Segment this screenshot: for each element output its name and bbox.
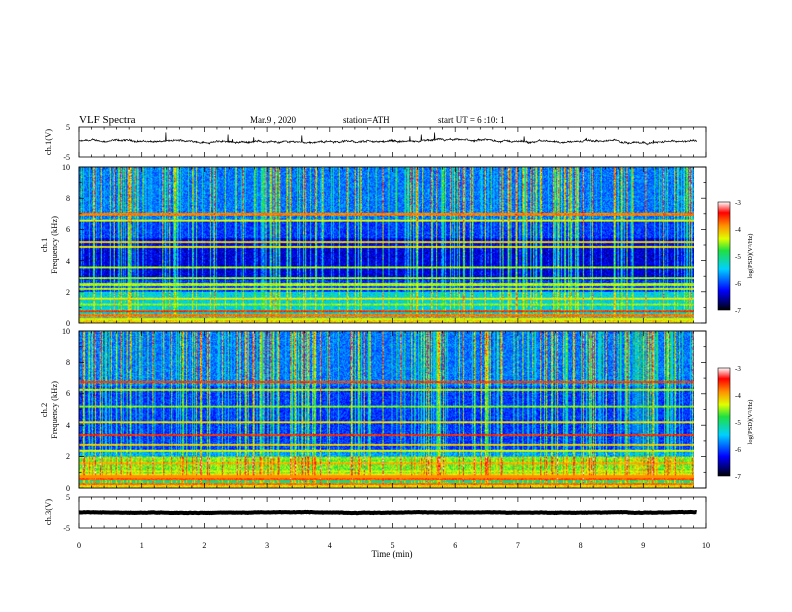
ch1-voltage-ticks xyxy=(78,127,707,157)
ch1-spectrogram-image xyxy=(79,167,694,323)
ch1-voltage-panel: 5 -5 ch.1(V) xyxy=(43,123,707,162)
ch2-ytick-4: 4 xyxy=(66,421,70,430)
ch2-colorbar-tick-m4: -4 xyxy=(735,392,741,400)
ch1-colorbar-tick-m5: -5 xyxy=(735,253,741,261)
time-tick-label: 4 xyxy=(328,541,332,550)
ch2-spectrogram-image xyxy=(79,331,694,488)
ch2-colorbar-bar xyxy=(717,367,731,477)
ch2-colorbar-tick-m6: -6 xyxy=(735,446,741,454)
ch1-voltage-ylabel: ch.1(V) xyxy=(43,129,53,155)
time-tick-label: 9 xyxy=(641,541,645,550)
ch2-spectrogram-panel: 0 2 4 6 8 10 ch.2 Frequency (kHz) xyxy=(39,327,707,493)
ch2-spectrogram-ylabel-channel: ch.2 xyxy=(39,403,49,417)
time-tick-label: 2 xyxy=(202,541,206,550)
ch1-blank-strip xyxy=(79,322,706,329)
ch1-colorbar-tick-m7: -7 xyxy=(735,307,741,315)
station-label: station=ATH xyxy=(343,115,390,125)
ch2-colorbar: -3 -4 -5 -6 -7 log(PSD)(V²/Hz) xyxy=(717,365,754,481)
ch3-voltage-panel: 5 -5 ch.3(V) xyxy=(43,493,707,533)
time-tick-label: 0 xyxy=(77,541,81,550)
ch3-voltage-ylabel: ch.3(V) xyxy=(43,499,53,525)
ch1-ytick-4: 4 xyxy=(66,257,70,266)
ch3-voltage-trace xyxy=(78,509,697,516)
ch1-spectrogram-panel: 0 2 4 6 8 10 ch.1 Frequency (kHz) xyxy=(39,163,707,329)
ch1-colorbar-label: log(PSD)(V²/Hz) xyxy=(747,234,754,279)
ch3-ytick-bottom: -5 xyxy=(63,524,70,533)
ch2-spectrogram-ylabel-frequency: Frequency (kHz) xyxy=(49,381,59,439)
ch3-ytick-top: 5 xyxy=(66,493,70,502)
ch2-colorbar-label: log(PSD)(V²/Hz) xyxy=(747,400,754,445)
ch2-colorbar-tick-m3: -3 xyxy=(735,365,741,373)
ch1-spectrogram-ylabel-frequency: Frequency (kHz) xyxy=(49,216,59,274)
ch1-colorbar-tick-m4: -4 xyxy=(735,226,741,234)
figure-title: VLF Spectra xyxy=(79,114,136,126)
time-tick-label: 6 xyxy=(453,541,457,550)
start-time-label: start UT = 6 :10: 1 xyxy=(438,115,505,125)
ch1-ytick-0: 0 xyxy=(66,319,70,328)
ch2-ytick-10: 10 xyxy=(62,327,70,336)
ch1-colorbar-tick-m3: -3 xyxy=(735,199,741,207)
ch2-colorbar-tick-m5: -5 xyxy=(735,419,741,427)
ch2-ytick-6: 6 xyxy=(66,389,70,398)
ch1-colorbar-tick-m6: -6 xyxy=(735,280,741,288)
time-tick-label: 10 xyxy=(702,541,710,550)
date-label: Mar.9 , 2020 xyxy=(250,115,296,125)
time-axis-tick-labels: 0 1 2 3 4 5 6 7 8 9 10 xyxy=(77,541,710,550)
time-tick-label: 1 xyxy=(140,541,144,550)
ch2-ytick-2: 2 xyxy=(66,452,70,461)
ch1-ytick-6: 6 xyxy=(66,225,70,234)
ch2-colorbar-tick-m7: -7 xyxy=(735,473,741,481)
ch2-ytick-8: 8 xyxy=(66,358,70,367)
ch1-colorbar: -3 -4 -5 -6 -7 log(PSD)(V²/Hz) xyxy=(717,199,754,315)
ch1-ytick-2: 2 xyxy=(66,288,70,297)
ch1-voltage-trace xyxy=(78,132,697,146)
ch2-frequency-ticks xyxy=(78,330,707,489)
time-tick-label: 3 xyxy=(265,541,269,550)
ch1-ytick-top: 5 xyxy=(66,123,70,132)
ch1-ytick-bottom: -5 xyxy=(63,153,70,162)
ch1-spectrogram-ylabel-channel: ch.1 xyxy=(39,238,49,252)
ch1-colorbar-bar xyxy=(717,201,731,311)
time-axis-label: Time (min) xyxy=(372,549,413,559)
time-tick-label: 7 xyxy=(516,541,520,550)
ch3-voltage-ticks xyxy=(78,497,707,528)
time-tick-label: 5 xyxy=(391,541,395,550)
time-tick-label: 8 xyxy=(579,541,583,550)
ch1-ytick-10: 10 xyxy=(62,163,70,172)
ch1-ytick-8: 8 xyxy=(66,194,70,203)
ch2-ytick-0: 0 xyxy=(66,484,70,493)
ch1-frequency-ticks xyxy=(78,166,707,324)
